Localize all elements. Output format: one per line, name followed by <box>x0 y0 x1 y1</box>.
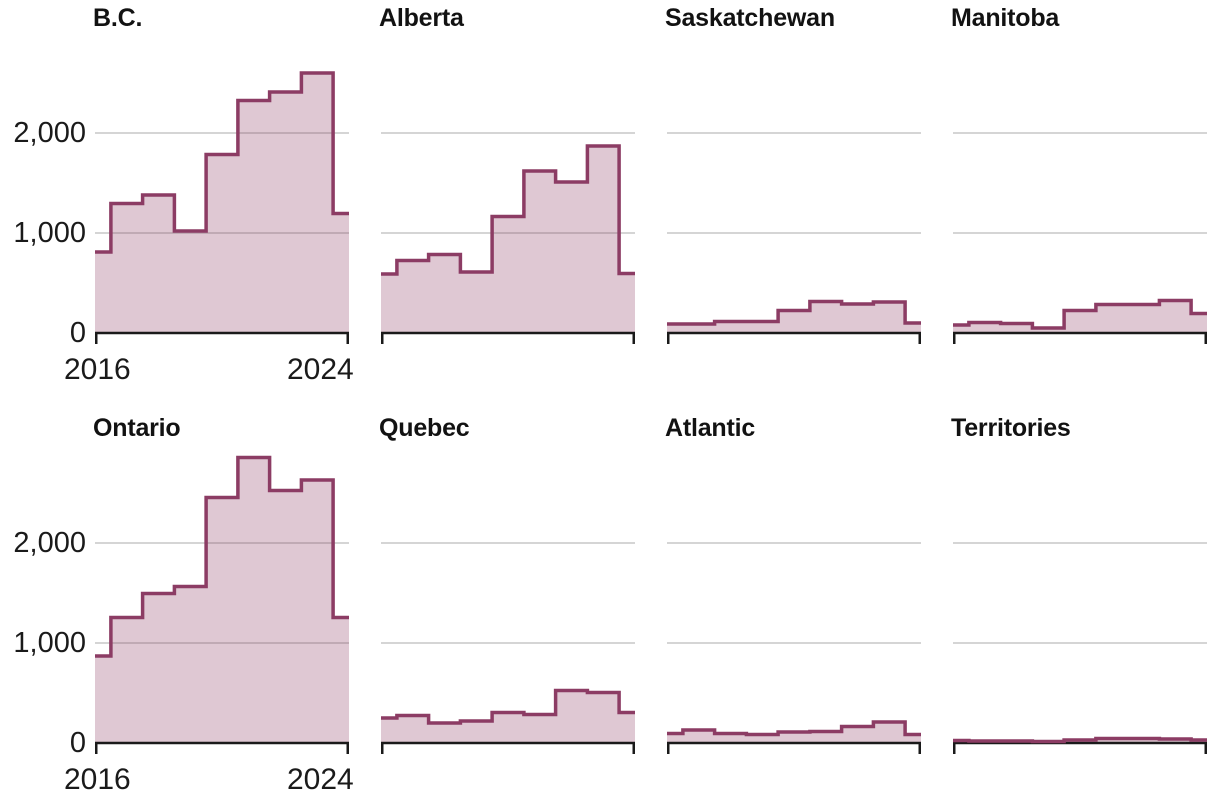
step-area-chart-quebec <box>381 542 635 754</box>
y-axis-label-0: 0 <box>69 727 86 759</box>
panel-title-atlantic: Atlantic <box>665 414 756 442</box>
y-axis-label-1000: 1,000 <box>13 217 86 249</box>
step-line-atlantic <box>667 720 921 737</box>
area-fill-saskatchewan <box>667 301 921 333</box>
panel-title-quebec: Quebec <box>379 414 470 442</box>
step-line-territories <box>953 736 1207 744</box>
step-area-chart-territories <box>953 542 1207 754</box>
panel-title-alberta: Alberta <box>379 4 464 32</box>
step-line-ontario <box>95 455 349 658</box>
x-axis-label-start: 2016 <box>64 763 131 796</box>
y-axis-label-2000: 2,000 <box>13 117 86 149</box>
area-fill-b-c <box>95 73 349 333</box>
step-area-chart-b-c <box>95 71 349 344</box>
step-area-chart-saskatchewan <box>667 132 921 344</box>
step-line-quebec <box>381 688 635 725</box>
panel-title-territories: Territories <box>951 414 1071 442</box>
step-area-chart-manitoba <box>953 132 1207 344</box>
step-line-saskatchewan <box>667 299 921 326</box>
x-axis-label-end: 2024 <box>287 763 354 796</box>
x-axis-label-end: 2024 <box>287 353 354 386</box>
panel-title-manitoba: Manitoba <box>951 4 1060 32</box>
y-axis-label-1000: 1,000 <box>13 627 86 659</box>
area-fill-quebec <box>381 690 635 743</box>
x-axis-label-start: 2016 <box>64 353 131 386</box>
panel-title-saskatchewan: Saskatchewan <box>665 4 835 32</box>
step-area-chart-ontario <box>95 455 349 754</box>
step-line-alberta <box>381 144 635 276</box>
step-area-chart-atlantic <box>667 542 921 754</box>
y-axis-label-0: 0 <box>69 317 86 349</box>
area-fill-ontario <box>95 457 349 743</box>
y-axis-label-2000: 2,000 <box>13 527 86 559</box>
panel-title-ontario: Ontario <box>93 414 181 442</box>
area-fill-manitoba <box>953 300 1207 333</box>
area-fill-alberta <box>381 146 635 333</box>
panel-title-b-c: B.C. <box>93 4 143 32</box>
step-area-chart-alberta <box>381 132 635 344</box>
step-line-manitoba <box>953 298 1207 330</box>
step-line-b-c <box>95 71 349 254</box>
